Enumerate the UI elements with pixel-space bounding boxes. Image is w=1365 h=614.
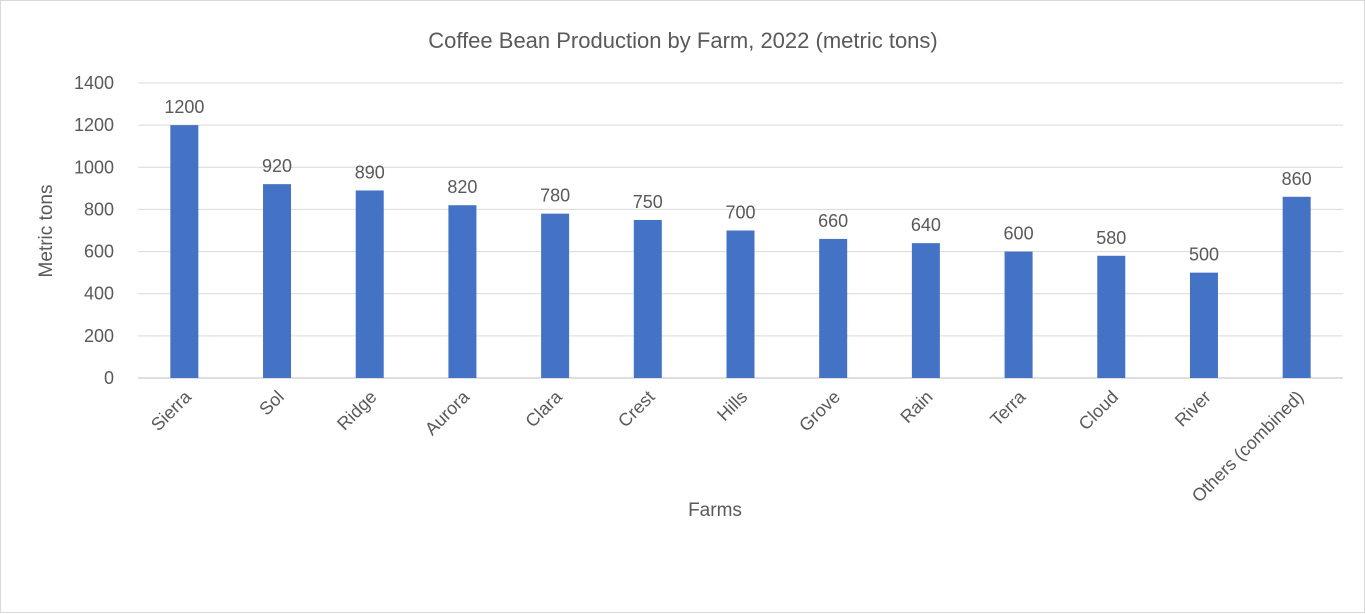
bar xyxy=(1004,251,1033,378)
x-tick-label: Aurora xyxy=(421,386,474,439)
bar xyxy=(911,243,940,378)
x-tick-label: Grove xyxy=(795,387,844,436)
y-tick-label: 200 xyxy=(84,326,114,346)
y-tick-label: 1000 xyxy=(74,157,114,177)
data-label: 500 xyxy=(1189,245,1219,265)
x-tick-label: River xyxy=(1171,387,1215,431)
bar xyxy=(263,184,292,378)
y-tick-label: 0 xyxy=(104,368,114,388)
data-label: 820 xyxy=(447,177,477,197)
x-axis-title: Farms xyxy=(688,500,742,521)
x-tick-label: Crest xyxy=(614,387,659,432)
data-label: 1200 xyxy=(164,97,204,117)
bar xyxy=(819,238,848,378)
data-label: 700 xyxy=(725,203,755,223)
data-label: 640 xyxy=(911,215,941,235)
x-tick-label: Terra xyxy=(986,386,1030,430)
chart-title: Coffee Bean Production by Farm, 2022 (me… xyxy=(428,28,938,53)
data-label: 860 xyxy=(1282,169,1312,189)
data-label: 920 xyxy=(262,156,292,176)
y-axis-title: Metric tons xyxy=(36,185,57,278)
y-tick-label: 600 xyxy=(84,242,114,262)
y-tick-label: 1400 xyxy=(74,73,114,93)
bar xyxy=(170,125,199,379)
bar xyxy=(1097,255,1126,378)
bar xyxy=(633,219,662,378)
y-tick-label: 800 xyxy=(84,199,114,219)
data-label: 750 xyxy=(633,192,663,212)
bar xyxy=(1189,272,1218,378)
data-label: 660 xyxy=(818,211,848,231)
data-label: 890 xyxy=(355,162,385,182)
x-tick-label: Clara xyxy=(521,386,566,431)
bar xyxy=(541,213,570,378)
x-tick-label: Rain xyxy=(896,387,936,427)
x-tick-label: Ridge xyxy=(333,387,380,434)
y-tick-label: 1200 xyxy=(74,115,114,135)
bar xyxy=(355,190,384,378)
x-tick-label: Sierra xyxy=(147,386,196,435)
x-tick-label: Cloud xyxy=(1075,387,1122,434)
y-tick-label: 400 xyxy=(84,284,114,304)
data-label: 600 xyxy=(1004,224,1034,244)
data-label: 580 xyxy=(1096,228,1126,248)
x-tick-label: Sol xyxy=(255,387,288,420)
bar xyxy=(1282,196,1311,378)
x-tick-label: Hills xyxy=(713,387,751,425)
data-label: 780 xyxy=(540,186,570,206)
bar xyxy=(726,230,755,378)
bar xyxy=(448,205,477,378)
